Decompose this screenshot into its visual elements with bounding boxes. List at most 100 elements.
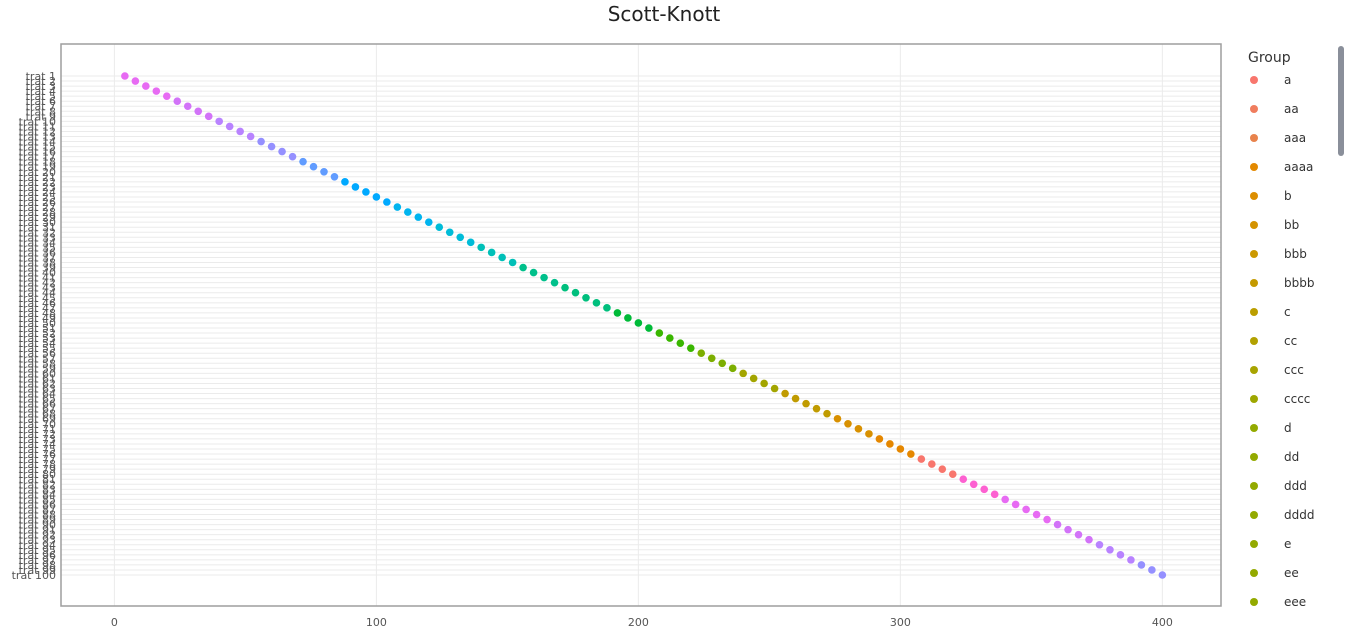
legend-item[interactable]: e	[1250, 534, 1291, 554]
data-point[interactable]	[928, 460, 936, 468]
legend-item[interactable]: dddd	[1250, 505, 1314, 525]
data-point[interactable]	[404, 208, 412, 216]
data-point[interactable]	[1127, 556, 1135, 564]
legend-item[interactable]: ee	[1250, 563, 1299, 583]
data-point[interactable]	[917, 455, 926, 463]
data-point[interactable]	[466, 238, 475, 247]
data-point[interactable]	[1053, 520, 1062, 529]
legend-item[interactable]: c	[1250, 302, 1291, 322]
data-point[interactable]	[351, 183, 360, 191]
data-point[interactable]	[1158, 571, 1167, 579]
data-point[interactable]	[707, 354, 716, 363]
data-point[interactable]	[1074, 530, 1083, 539]
data-point[interactable]	[823, 409, 831, 418]
data-point[interactable]	[341, 178, 349, 186]
data-point[interactable]	[603, 304, 611, 312]
legend-item[interactable]: ddd	[1250, 476, 1307, 496]
data-point[interactable]	[1106, 545, 1114, 554]
legend-item[interactable]: bbb	[1250, 244, 1307, 264]
data-point[interactable]	[445, 228, 454, 237]
data-point[interactable]	[477, 243, 485, 252]
legend-item[interactable]: cc	[1250, 331, 1297, 351]
legend-item[interactable]: eee	[1250, 592, 1306, 606]
data-point[interactable]	[1137, 561, 1146, 569]
legend-item[interactable]: b	[1250, 186, 1292, 206]
data-point[interactable]	[529, 268, 538, 277]
data-point[interactable]	[173, 97, 182, 106]
data-point[interactable]	[749, 374, 758, 383]
data-point[interactable]	[487, 248, 496, 257]
data-point[interactable]	[215, 117, 223, 126]
data-point[interactable]	[320, 167, 328, 176]
data-point[interactable]	[246, 132, 255, 141]
legend-item[interactable]: cccc	[1250, 389, 1310, 409]
data-point[interactable]	[414, 213, 423, 221]
data-point[interactable]	[760, 379, 768, 388]
data-point[interactable]	[645, 324, 653, 332]
data-point[interactable]	[896, 445, 905, 453]
data-point[interactable]	[865, 430, 873, 438]
data-point[interactable]	[592, 299, 601, 307]
data-point[interactable]	[550, 278, 559, 287]
data-point[interactable]	[624, 314, 632, 322]
data-point[interactable]	[236, 127, 244, 136]
data-point[interactable]	[980, 485, 989, 494]
data-point[interactable]	[781, 389, 789, 398]
data-point[interactable]	[456, 233, 465, 242]
data-point[interactable]	[697, 349, 706, 358]
data-point[interactable]	[383, 198, 391, 206]
legend-item[interactable]: a	[1250, 70, 1291, 90]
data-point[interactable]	[728, 364, 737, 373]
data-point[interactable]	[372, 193, 381, 201]
data-point[interactable]	[571, 288, 580, 297]
data-point[interactable]	[362, 188, 370, 196]
data-point[interactable]	[393, 203, 402, 211]
legend-item[interactable]: aaa	[1250, 128, 1306, 148]
data-point[interactable]	[1001, 495, 1009, 504]
legend-item[interactable]: bbbb	[1250, 273, 1314, 293]
data-point[interactable]	[969, 480, 978, 489]
legend-item[interactable]: ccc	[1250, 360, 1304, 380]
data-point[interactable]	[1011, 500, 1020, 509]
data-point[interactable]	[142, 82, 150, 90]
data-point[interactable]	[309, 162, 318, 171]
data-point[interactable]	[739, 369, 747, 378]
data-point[interactable]	[267, 142, 276, 151]
data-point[interactable]	[948, 470, 957, 478]
data-point[interactable]	[833, 414, 842, 423]
data-point[interactable]	[959, 475, 968, 484]
data-point[interactable]	[613, 309, 622, 317]
data-point[interactable]	[907, 450, 915, 458]
data-point[interactable]	[330, 173, 339, 181]
data-point[interactable]	[1032, 510, 1041, 519]
data-point[interactable]	[686, 344, 695, 352]
data-point[interactable]	[770, 384, 779, 393]
data-point[interactable]	[194, 107, 203, 116]
data-point[interactable]	[278, 147, 286, 156]
data-point[interactable]	[152, 87, 161, 95]
data-point[interactable]	[540, 273, 548, 282]
data-point[interactable]	[508, 258, 517, 267]
legend-scrollbar[interactable]	[1338, 46, 1344, 156]
legend-item[interactable]: d	[1250, 418, 1292, 438]
data-point[interactable]	[1116, 551, 1125, 559]
data-point[interactable]	[666, 334, 674, 342]
data-point[interactable]	[1064, 525, 1072, 534]
legend-item[interactable]: aaaa	[1250, 157, 1313, 177]
data-point[interactable]	[655, 329, 664, 337]
data-point[interactable]	[435, 223, 444, 232]
data-point[interactable]	[204, 112, 213, 121]
data-point[interactable]	[938, 465, 947, 473]
data-point[interactable]	[121, 72, 129, 80]
data-point[interactable]	[162, 92, 171, 100]
data-point[interactable]	[844, 419, 852, 428]
data-point[interactable]	[634, 319, 643, 327]
data-point[interactable]	[257, 137, 265, 146]
data-point[interactable]	[498, 253, 506, 262]
data-point[interactable]	[1148, 566, 1156, 574]
data-point[interactable]	[718, 359, 727, 368]
legend-item[interactable]: dd	[1250, 447, 1299, 467]
data-point[interactable]	[582, 293, 590, 302]
data-point[interactable]	[990, 490, 999, 499]
data-point[interactable]	[131, 77, 140, 85]
